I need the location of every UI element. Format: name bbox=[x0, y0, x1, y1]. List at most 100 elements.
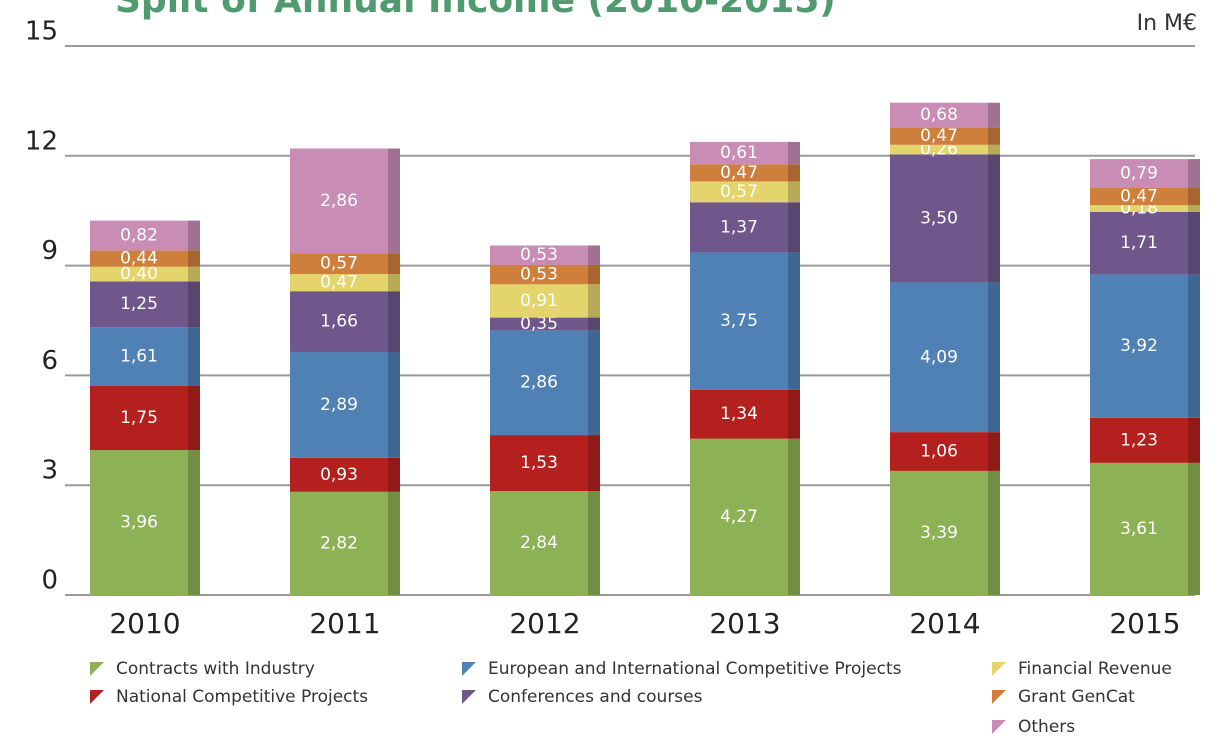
bar-side bbox=[988, 154, 1000, 283]
data-label: 0,44 bbox=[120, 249, 158, 269]
bar-side bbox=[188, 281, 200, 328]
bar-side bbox=[588, 264, 600, 285]
data-label: 1,25 bbox=[120, 294, 158, 314]
bar-segment bbox=[490, 491, 588, 595]
bar-side bbox=[1188, 211, 1200, 275]
data-label: 1,23 bbox=[1120, 430, 1158, 450]
bar-segment bbox=[90, 450, 188, 595]
data-label: 0,53 bbox=[520, 245, 558, 265]
data-label: 1,75 bbox=[120, 408, 158, 428]
data-label: 1,71 bbox=[1120, 233, 1158, 253]
bar-side bbox=[988, 144, 1000, 155]
data-label: 1,06 bbox=[920, 442, 958, 462]
x-tick-label: 2014 bbox=[909, 607, 980, 640]
data-label: 3,50 bbox=[920, 208, 958, 228]
bar-side bbox=[788, 438, 800, 595]
bar-side bbox=[788, 389, 800, 439]
bar-segment bbox=[90, 220, 188, 251]
data-label: 0,47 bbox=[720, 163, 758, 183]
data-label: 0,93 bbox=[320, 465, 358, 485]
data-label: 3,39 bbox=[920, 523, 958, 543]
legend-label: European and International Competitive P… bbox=[488, 659, 902, 679]
legend-marker bbox=[90, 662, 104, 676]
y-tick-label: 3 bbox=[41, 456, 58, 486]
bar-side bbox=[988, 282, 1000, 433]
bar-segment bbox=[290, 253, 388, 275]
data-label: 0,53 bbox=[520, 265, 558, 285]
data-label: 0,57 bbox=[720, 182, 758, 202]
data-label: 2,86 bbox=[520, 373, 558, 393]
bar-side bbox=[1188, 417, 1200, 463]
bar-segment bbox=[90, 281, 188, 328]
bar-segment bbox=[890, 470, 988, 595]
data-label: 4,09 bbox=[920, 347, 958, 367]
data-label: 0,61 bbox=[720, 143, 758, 163]
bar-side bbox=[388, 457, 400, 492]
bar-segment bbox=[90, 327, 188, 387]
legend-marker bbox=[90, 690, 104, 704]
bar-segment bbox=[290, 491, 388, 595]
bar-segment bbox=[1090, 188, 1188, 206]
bar-segment bbox=[890, 282, 988, 433]
bar-side bbox=[588, 317, 600, 331]
bar-side bbox=[1188, 205, 1200, 212]
data-label: 4,27 bbox=[720, 507, 758, 527]
bar-segment bbox=[1090, 211, 1188, 275]
bar-segment bbox=[490, 330, 588, 436]
bar-segment bbox=[690, 181, 788, 203]
legend-label: Conferences and courses bbox=[488, 687, 703, 707]
data-label: 0,47 bbox=[320, 273, 358, 293]
bar-segment bbox=[290, 291, 388, 352]
data-label: 2,82 bbox=[320, 533, 358, 553]
bar-segment bbox=[490, 435, 588, 492]
legend-marker bbox=[992, 690, 1006, 704]
bar-segment bbox=[290, 351, 388, 458]
legend-label: Others bbox=[1018, 717, 1075, 737]
y-tick-label: 9 bbox=[41, 236, 58, 266]
data-label: 3,61 bbox=[1120, 519, 1158, 539]
data-label: 3,92 bbox=[1120, 336, 1158, 356]
bar-side bbox=[788, 141, 800, 165]
data-label: 0,47 bbox=[1120, 187, 1158, 207]
data-label: 1,37 bbox=[720, 217, 758, 237]
bar-side bbox=[388, 291, 400, 352]
legend-label: National Competitive Projects bbox=[116, 687, 368, 707]
bar-side bbox=[588, 245, 600, 265]
bar-segment bbox=[690, 141, 788, 165]
bar-side bbox=[1188, 274, 1200, 418]
data-label: 0,79 bbox=[1120, 164, 1158, 184]
data-label: 0,82 bbox=[120, 226, 158, 246]
bar-segment bbox=[1090, 205, 1188, 212]
legend-label: Grant GenCat bbox=[1018, 687, 1135, 707]
legend-marker bbox=[992, 720, 1006, 734]
data-label: 3,96 bbox=[120, 513, 158, 533]
bar-side bbox=[188, 327, 200, 387]
bar-side bbox=[988, 127, 1000, 145]
bar-segment bbox=[690, 202, 788, 253]
bar-side bbox=[1188, 188, 1200, 206]
x-tick-label: 2012 bbox=[509, 607, 580, 640]
bar-side bbox=[188, 220, 200, 251]
bar-side bbox=[188, 386, 200, 451]
bar-segment bbox=[890, 432, 988, 471]
data-label: 2,89 bbox=[320, 395, 358, 415]
bar-side bbox=[388, 274, 400, 292]
data-label: 0,35 bbox=[520, 314, 558, 334]
bar-side bbox=[388, 148, 400, 254]
bar-side bbox=[188, 250, 200, 267]
data-label: 1,53 bbox=[520, 453, 558, 473]
bar-segment bbox=[890, 144, 988, 155]
data-label: 3,75 bbox=[720, 311, 758, 331]
data-label: 2,84 bbox=[520, 533, 558, 553]
bar-side bbox=[788, 202, 800, 253]
bar-segment bbox=[690, 252, 788, 390]
bar-segment bbox=[90, 250, 188, 267]
bar-segment bbox=[890, 102, 988, 128]
bar-side bbox=[388, 491, 400, 595]
bar-side bbox=[988, 432, 1000, 471]
chart-title: Split of Annual Income (2010-2015) bbox=[115, 0, 836, 21]
bar-segment bbox=[90, 266, 188, 282]
y-tick-label: 6 bbox=[41, 346, 58, 376]
x-tick-label: 2010 bbox=[109, 607, 180, 640]
